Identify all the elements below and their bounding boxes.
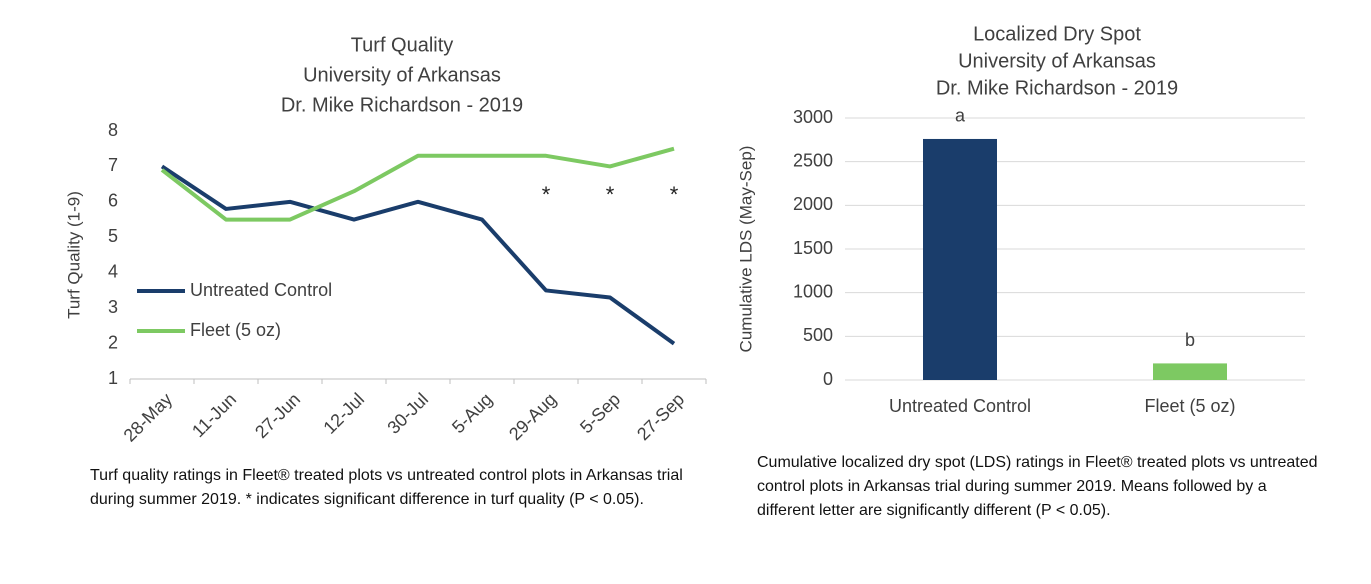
y-tick-label: 0 (823, 369, 833, 389)
x-tick-label: 29-Aug (505, 389, 560, 444)
bar (923, 138, 997, 380)
x-tick-label: 28-May (120, 389, 177, 446)
caption: Cumulative localized dry spot (LDS) rati… (757, 454, 1318, 519)
y-tick-label: 5 (108, 226, 118, 246)
x-tick-label: Untreated Control (889, 396, 1031, 416)
y-tick-label: 3 (108, 297, 118, 317)
x-tick-label: Fleet (5 oz) (1144, 396, 1235, 416)
x-tick-label: 5-Aug (448, 389, 496, 437)
x-tick-label: 11-Jun (188, 389, 240, 441)
chart-title: Localized Dry Spot (973, 23, 1141, 45)
bar (1153, 363, 1227, 380)
y-tick-label: 500 (803, 325, 833, 345)
x-tick-label: 27-Jun (251, 389, 304, 442)
y-tick-label: 7 (108, 155, 118, 175)
x-tick-label: 5-Sep (576, 389, 624, 437)
y-tick-label: 1500 (793, 238, 833, 258)
legend-label: Fleet (5 oz) (190, 320, 281, 340)
series-line (160, 164, 676, 346)
y-tick-label: 4 (108, 261, 118, 281)
annotation: * (670, 182, 679, 207)
y-tick-label: 1000 (793, 281, 833, 301)
x-tick-label: 12-Jul (319, 389, 368, 438)
y-tick-label: 3000 (793, 107, 833, 127)
caption: Turf quality ratings in Fleet® treated p… (90, 467, 683, 508)
y-tick-label: 6 (108, 191, 118, 211)
chart-title: University of Arkansas (303, 64, 501, 86)
x-tick-label: 30-Jul (383, 389, 432, 438)
y-tick-label: 2 (108, 332, 118, 352)
chart-title: Dr. Mike Richardson - 2019 (281, 94, 523, 116)
chart-title: Turf Quality (351, 34, 454, 56)
legend-label: Untreated Control (190, 280, 332, 300)
y-tick-label: 1 (108, 368, 118, 388)
y-tick-label: 2000 (793, 194, 833, 214)
y-tick-label: 2500 (793, 150, 833, 170)
x-tick-label: 27-Sep (633, 389, 688, 444)
chart-title: Dr. Mike Richardson - 2019 (936, 77, 1178, 99)
chart-title: University of Arkansas (958, 50, 1156, 72)
y-axis-label: Turf Quality (1-9) (64, 191, 83, 319)
annotation: * (542, 182, 551, 207)
bar-letter: b (1185, 330, 1195, 350)
bar-letter: a (955, 106, 966, 126)
y-tick-label: 8 (108, 120, 118, 140)
series-line (160, 146, 675, 222)
y-axis-label: Cumulative LDS (May-Sep) (736, 146, 755, 353)
annotation: * (606, 182, 615, 207)
